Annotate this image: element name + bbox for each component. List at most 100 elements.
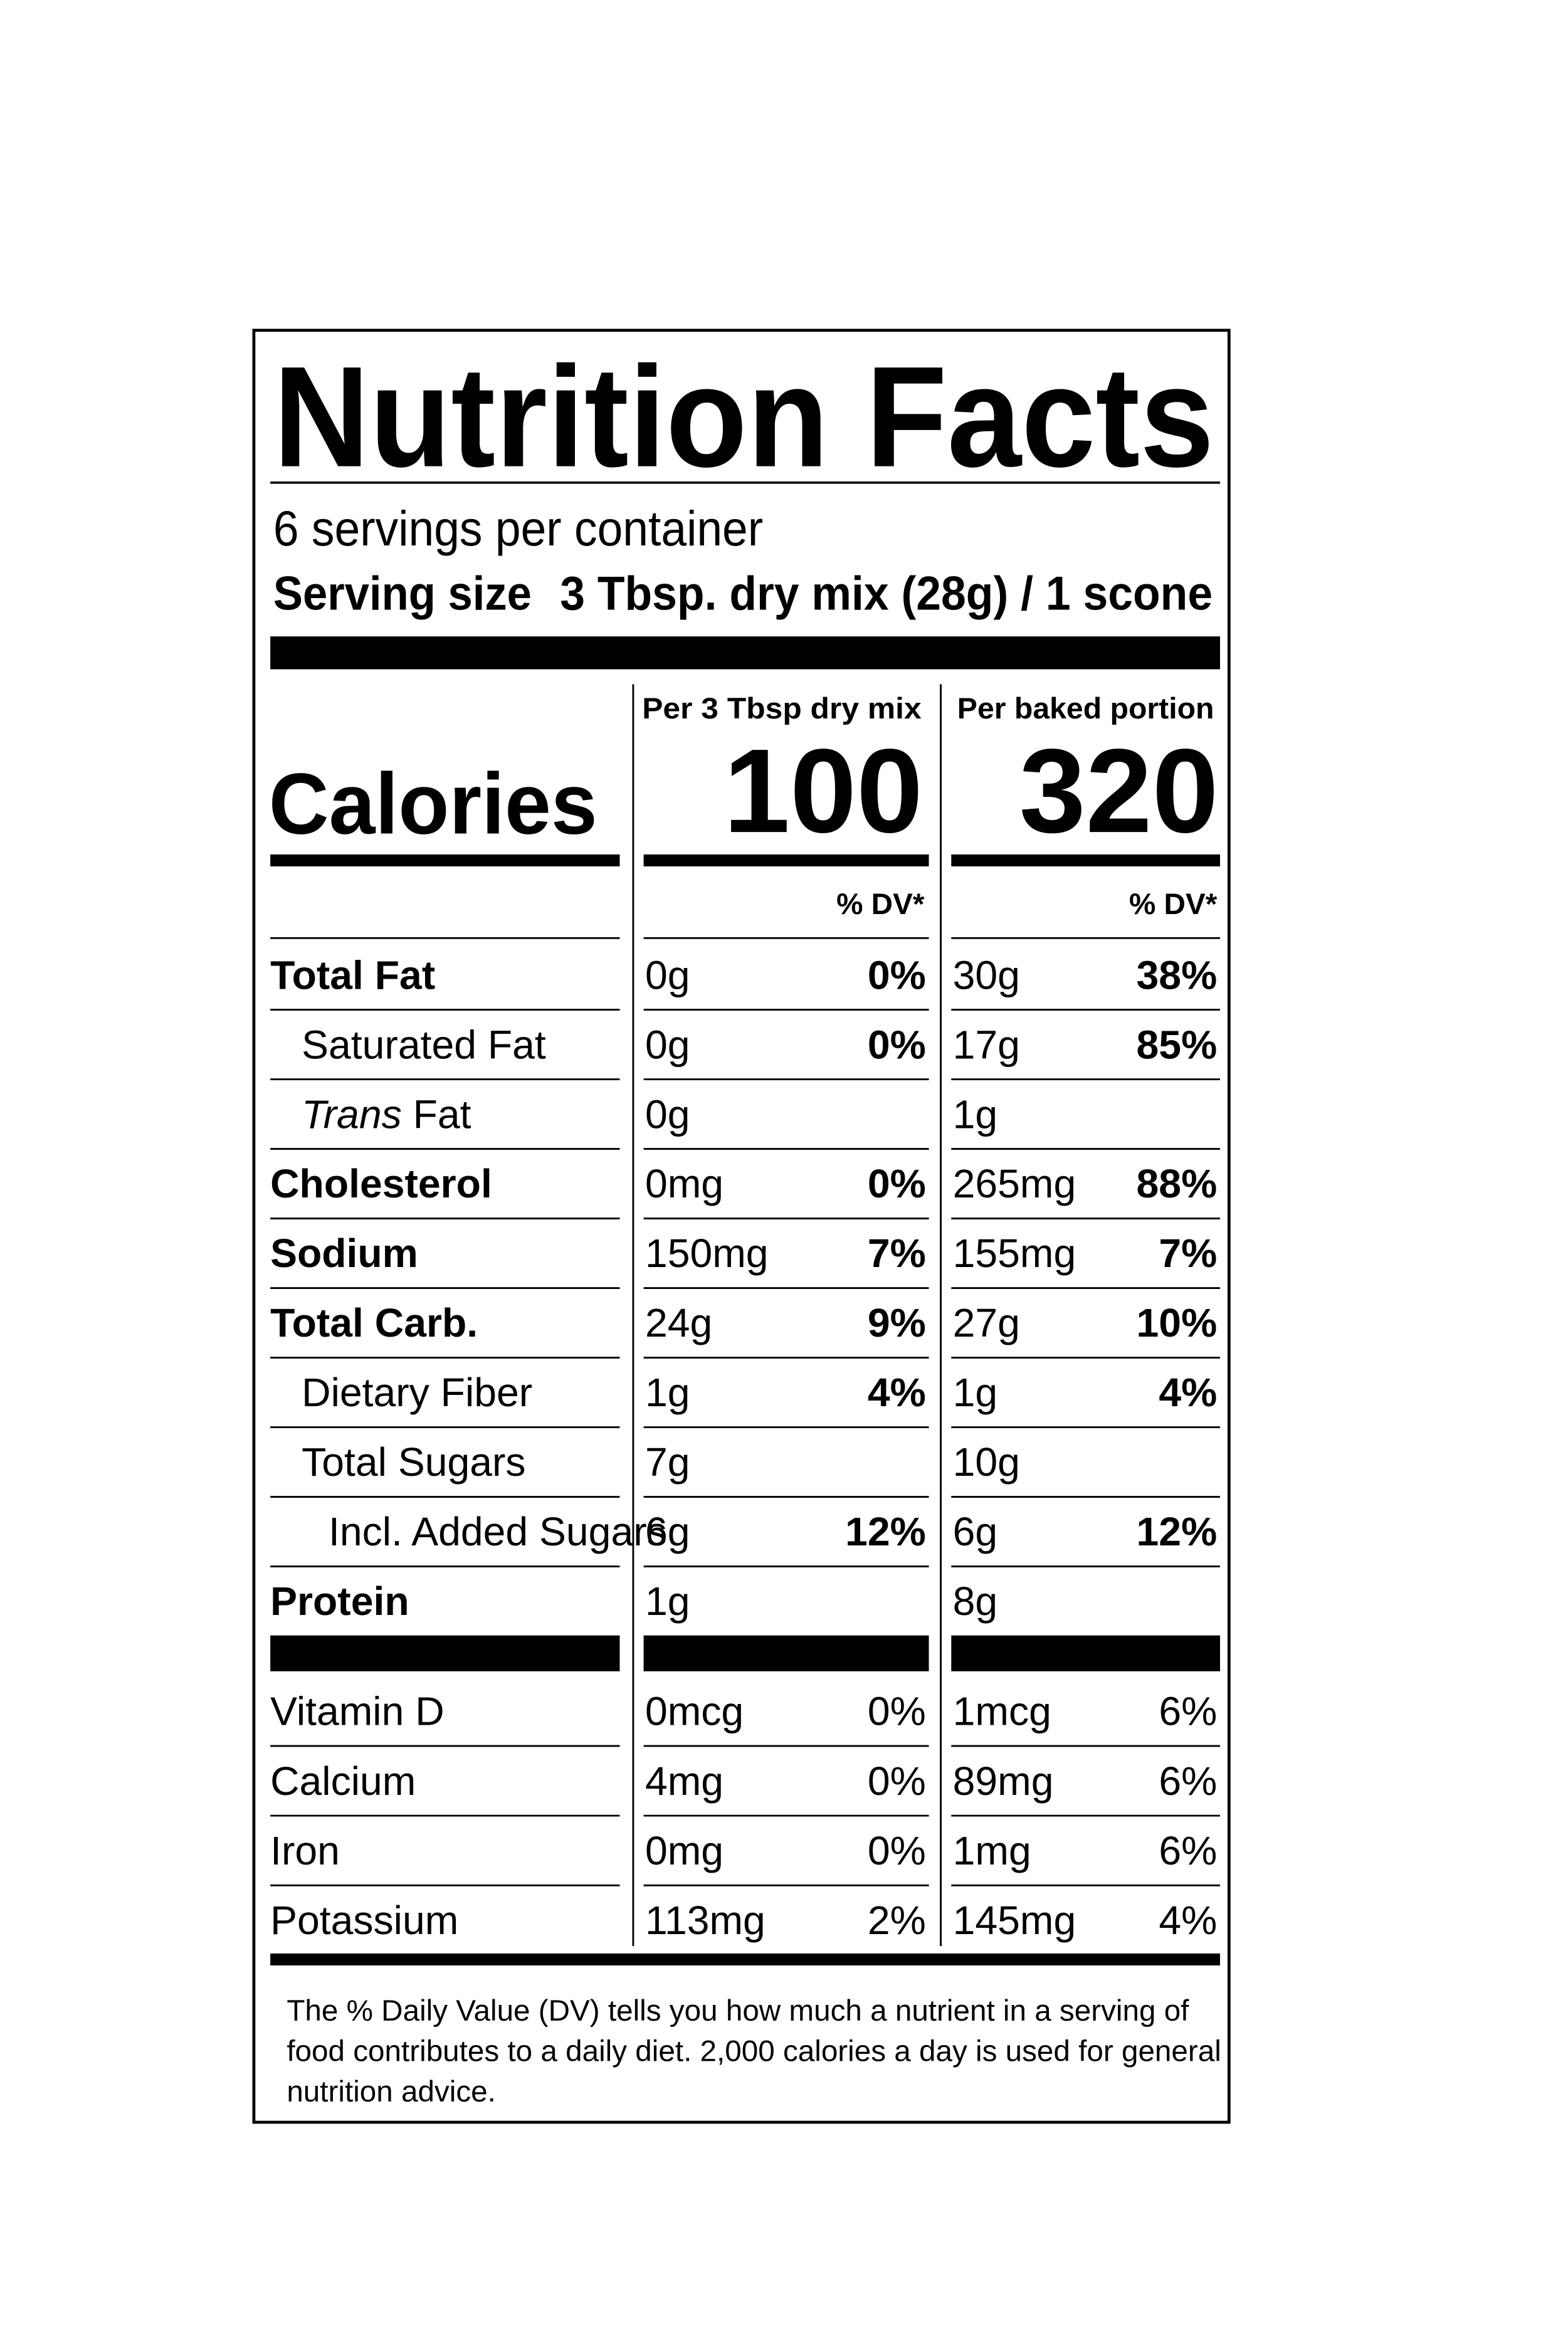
amount: 0g [645, 1091, 690, 1137]
amount: 24g [645, 1300, 712, 1345]
daily-value: 4% [868, 1370, 926, 1415]
daily-value: 0% [868, 1161, 926, 1206]
daily-value: 0% [868, 1828, 926, 1873]
amount: 0g [645, 952, 690, 997]
vitamin-bar [643, 1635, 929, 1671]
nutrient-name: Dietary Fiber [302, 1370, 532, 1415]
vitamin-bar [951, 1635, 1221, 1671]
amount: 27g [953, 1300, 1020, 1345]
amount: 0mg [645, 1161, 723, 1206]
nutrient-name-text: Saturated Fat [302, 1022, 546, 1067]
amount: 150mg [645, 1231, 769, 1276]
dv-header: % DV* [836, 888, 925, 921]
calories-bar [951, 854, 1221, 866]
nutrient-name: Protein [270, 1579, 409, 1624]
amount: 265mg [953, 1161, 1076, 1206]
daily-value: 6% [1159, 1689, 1217, 1734]
nutrient-name: Calcium [270, 1759, 416, 1804]
amount: 1g [645, 1579, 690, 1624]
nutrient-name: Vitamin D [270, 1689, 445, 1734]
serving-size-value: 3 Tbsp. dry mix (28g) / 1 scone [560, 567, 1213, 620]
amount: 17g [953, 1022, 1020, 1067]
servings: 6 servings per container [273, 501, 763, 556]
nutrient-name-text: Fat [413, 1091, 471, 1137]
footnote: food contributes to a daily diet. 2,000 … [287, 2034, 1221, 2068]
daily-value: 12% [1137, 1509, 1218, 1554]
amount: 1g [953, 1091, 998, 1137]
nutrient-name-text: Total Sugars [302, 1439, 525, 1485]
thick-bar [270, 636, 1221, 670]
amount: 4mg [645, 1759, 723, 1804]
bottom-bar [270, 1953, 1221, 1966]
column-header: Per baked portion [957, 692, 1214, 725]
nutrient-name-text: Vitamin D [270, 1689, 445, 1734]
nutrient-name: Total Carb. [270, 1300, 478, 1345]
daily-value: 0% [868, 1022, 926, 1067]
amount: 30g [953, 952, 1020, 997]
nutrient-name-text: Cholesterol [270, 1161, 492, 1206]
amount: 1mcg [953, 1689, 1051, 1734]
nutrient-name-text: Protein [270, 1579, 409, 1624]
daily-value: 0% [868, 1759, 926, 1804]
amount: 1mg [953, 1828, 1031, 1873]
nutrient-name-text: Incl. Added Sugars [329, 1509, 667, 1554]
serving-size-label: Serving size [273, 567, 532, 620]
daily-value: 4% [1159, 1898, 1217, 1943]
nutrient-name-text: Total Carb. [270, 1300, 478, 1345]
dv-header: % DV* [1129, 888, 1218, 921]
nutrient-name-text: Potassium [270, 1898, 458, 1943]
footnote: nutrition advice. [287, 2075, 496, 2108]
nutrient-name-italic: Trans [302, 1091, 402, 1137]
amount: 1g [645, 1370, 690, 1415]
nutrient-name-text: Sodium [270, 1231, 418, 1276]
daily-value: 12% [845, 1509, 926, 1554]
daily-value: 85% [1137, 1022, 1218, 1067]
amount: 7g [645, 1439, 690, 1485]
nutrient-name-space [402, 1091, 413, 1137]
nutrient-name: Potassium [270, 1898, 458, 1943]
calories-bar [270, 854, 620, 866]
nutrient-name: Iron [270, 1828, 340, 1873]
amount: 8g [953, 1579, 998, 1624]
amount: 1g [953, 1370, 998, 1415]
daily-value: 4% [1159, 1370, 1217, 1415]
calories-value: 100 [723, 725, 923, 858]
amount: 113mg [645, 1898, 766, 1943]
calories-value: 320 [1019, 725, 1219, 858]
column-header: Per 3 Tbsp dry mix [642, 692, 922, 725]
nutrient-name-text: Iron [270, 1828, 340, 1873]
amount: 10g [953, 1439, 1020, 1485]
amount: 155mg [953, 1231, 1076, 1276]
daily-value: 6% [1159, 1828, 1217, 1873]
footnote: The % Daily Value (DV) tells you how muc… [287, 1994, 1189, 2028]
amount: 89mg [953, 1759, 1054, 1804]
nutrient-name: Sodium [270, 1231, 418, 1276]
nutrient-name: Saturated Fat [302, 1022, 546, 1067]
daily-value: 88% [1137, 1161, 1218, 1206]
nutrient-name: Incl. Added Sugars [329, 1509, 667, 1554]
nutrient-name-text: Calcium [270, 1759, 416, 1804]
nutrient-name: Cholesterol [270, 1161, 492, 1206]
amount: 6g [953, 1509, 998, 1554]
nutrient-name-text: Dietary Fiber [302, 1370, 532, 1415]
nutrient-name-text: Total Fat [270, 952, 435, 997]
vitamin-bar [270, 1635, 620, 1671]
title: Nutrition Facts [273, 337, 1214, 497]
daily-value: 7% [868, 1231, 926, 1276]
daily-value: 6% [1159, 1759, 1217, 1804]
label-border [252, 329, 1231, 2124]
amount: 0mcg [645, 1689, 744, 1734]
calories-bar [643, 854, 929, 866]
amount: 0g [645, 1022, 690, 1067]
amount: 0mg [645, 1828, 723, 1873]
daily-value: 38% [1137, 952, 1218, 997]
amount: 6g [645, 1509, 690, 1554]
amount: 145mg [953, 1898, 1076, 1943]
nutrient-name: Trans Fat [302, 1091, 471, 1137]
nutrient-name: Total Sugars [302, 1439, 525, 1485]
daily-value: 10% [1137, 1300, 1218, 1345]
daily-value: 2% [868, 1898, 926, 1943]
daily-value: 9% [868, 1300, 926, 1345]
